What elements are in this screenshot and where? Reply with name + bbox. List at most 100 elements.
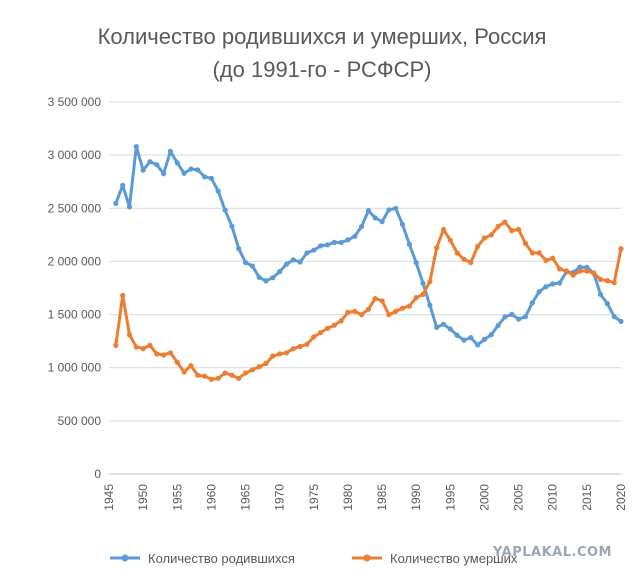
data-point — [338, 239, 344, 246]
x-tick-label: 2015 — [580, 484, 594, 511]
data-point — [516, 226, 522, 233]
data-point — [161, 352, 167, 358]
data-point — [202, 373, 208, 379]
x-tick-label: 1965 — [239, 484, 253, 511]
data-point — [222, 370, 228, 376]
data-point — [399, 305, 406, 311]
data-point — [543, 257, 549, 263]
x-tick-label: 2005 — [512, 484, 526, 511]
data-point — [263, 360, 269, 367]
data-point — [447, 237, 453, 243]
data-point — [488, 332, 494, 338]
data-point — [126, 332, 133, 338]
x-tick-label: 1945 — [102, 484, 116, 511]
x-tick-label: 2020 — [614, 484, 628, 511]
data-point — [161, 171, 167, 177]
data-point — [488, 232, 494, 238]
data-point — [359, 312, 365, 318]
data-point — [202, 174, 208, 180]
x-axis-tick-labels: 1945 1950 1955 1960 1965 1970 1975 1980 1985 1990… — [102, 484, 628, 511]
y-tick-label: 500 000 — [58, 414, 102, 428]
data-point — [447, 326, 453, 332]
x-tick-label: 1985 — [375, 484, 389, 511]
data-point — [120, 292, 126, 298]
y-tick-label: 1 500 000 — [48, 308, 102, 322]
data-point — [318, 330, 324, 336]
data-point — [618, 318, 624, 324]
data-point — [386, 207, 392, 213]
data-point — [352, 233, 358, 239]
data-point — [311, 334, 317, 340]
data-point — [283, 350, 290, 356]
data-point — [420, 280, 426, 286]
data-point — [304, 341, 310, 347]
data-point — [195, 372, 201, 378]
data-point — [372, 215, 378, 221]
data-point — [604, 278, 610, 284]
x-tick-label: 1950 — [136, 484, 150, 511]
data-point — [481, 336, 488, 342]
data-point — [215, 375, 221, 381]
data-point — [365, 306, 371, 312]
legend-label-deaths: Количество умерших — [390, 551, 518, 566]
data-point — [277, 269, 283, 275]
data-point — [365, 208, 371, 214]
data-point — [379, 219, 385, 225]
data-point — [413, 295, 419, 301]
data-point — [242, 259, 249, 266]
x-tick-label: 2000 — [477, 484, 491, 511]
x-tick-label: 1995 — [443, 484, 457, 511]
series-layer — [113, 144, 624, 382]
data-point — [522, 314, 529, 320]
y-tick-label: 3 000 000 — [48, 148, 102, 162]
data-point — [597, 291, 604, 297]
y-tick-label: 2 000 000 — [48, 254, 102, 268]
data-point — [393, 205, 399, 211]
data-point — [188, 363, 194, 369]
data-point — [406, 303, 412, 309]
data-point — [140, 167, 146, 173]
data-point — [133, 144, 139, 150]
legend-marker-births — [121, 554, 129, 562]
data-point — [290, 257, 296, 263]
legend-marker-deaths — [363, 554, 371, 562]
chart-subtitle: (до 1991-го - РСФСР) — [212, 57, 431, 82]
data-point — [324, 325, 331, 331]
data-point — [242, 370, 249, 376]
data-point — [338, 318, 344, 324]
data-point — [577, 264, 583, 270]
data-point — [386, 312, 392, 318]
data-point — [454, 250, 460, 256]
data-point — [290, 346, 296, 352]
data-point — [249, 263, 255, 269]
data-point — [440, 226, 447, 233]
data-point — [495, 223, 501, 229]
data-point — [229, 223, 235, 229]
data-point — [570, 272, 576, 278]
data-point — [434, 245, 440, 251]
data-point — [577, 268, 583, 274]
data-point — [249, 367, 255, 373]
data-point — [140, 346, 146, 352]
data-point — [475, 342, 481, 348]
watermark: YAPLAKAL.COM — [492, 545, 612, 560]
data-point — [263, 278, 269, 284]
data-point — [440, 321, 447, 327]
y-tick-label: 1 000 000 — [48, 361, 102, 375]
data-point — [154, 162, 160, 168]
data-point — [277, 351, 283, 357]
data-point — [509, 228, 515, 234]
data-point — [550, 255, 556, 261]
data-point — [536, 289, 542, 295]
y-tick-label: 2 500 000 — [48, 201, 102, 215]
data-point — [256, 274, 262, 280]
data-point — [331, 322, 337, 328]
data-point — [324, 242, 331, 248]
data-point — [597, 276, 604, 283]
data-point — [413, 260, 419, 266]
data-point — [406, 241, 412, 247]
data-point — [147, 342, 153, 348]
data-point — [154, 351, 160, 357]
data-point — [126, 204, 133, 210]
